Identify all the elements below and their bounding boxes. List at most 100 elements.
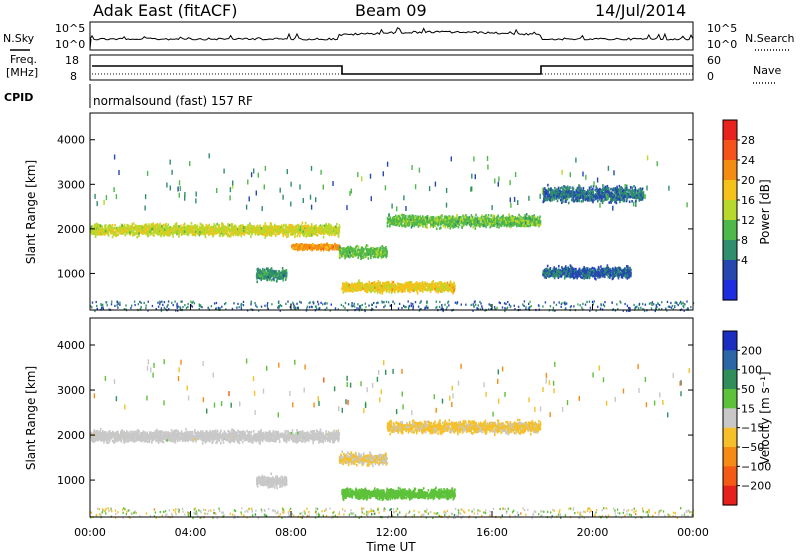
scatter-point bbox=[435, 290, 438, 293]
scatter-point bbox=[94, 224, 97, 228]
scatter-point bbox=[326, 246, 329, 249]
scatter-point bbox=[264, 227, 266, 230]
scatter-point bbox=[366, 252, 369, 255]
scatter-point bbox=[294, 228, 297, 231]
scatter-point bbox=[222, 223, 224, 226]
scatter-point bbox=[287, 233, 290, 236]
scatter-point bbox=[374, 255, 377, 259]
scatter-point bbox=[211, 229, 214, 233]
scatter-point bbox=[287, 234, 289, 238]
scatter-point bbox=[416, 284, 419, 288]
scatter-point bbox=[333, 247, 336, 251]
scatter-point bbox=[269, 222, 272, 225]
scatter-point bbox=[163, 234, 165, 238]
scatter-point bbox=[364, 282, 367, 286]
scatter-point bbox=[383, 282, 385, 285]
scatter-point bbox=[262, 225, 265, 228]
scatter-point bbox=[301, 245, 303, 248]
scatter-point bbox=[270, 234, 273, 237]
scatter-point bbox=[377, 280, 380, 283]
scatter-point bbox=[256, 231, 259, 235]
scatter-point bbox=[174, 224, 177, 227]
scatter-point bbox=[175, 225, 178, 228]
scatter-point bbox=[289, 228, 291, 232]
scatter-point bbox=[273, 278, 275, 282]
scatter-point bbox=[390, 283, 392, 286]
scatter-point bbox=[407, 289, 410, 293]
scatter-point bbox=[413, 284, 415, 287]
scatter-point bbox=[282, 234, 285, 238]
scatter-point bbox=[425, 284, 427, 287]
scatter-point bbox=[470, 214, 473, 217]
scatter-point bbox=[392, 283, 394, 287]
scatter-point bbox=[359, 252, 361, 256]
scatter-point bbox=[163, 232, 165, 235]
scatter-point bbox=[248, 230, 251, 233]
scatter-point bbox=[411, 283, 413, 287]
scatter-point bbox=[451, 215, 454, 218]
scatter-point bbox=[365, 252, 368, 256]
scatter-point bbox=[391, 288, 394, 291]
scatter-point bbox=[461, 218, 463, 221]
scatter-point bbox=[368, 251, 370, 254]
scatter-point bbox=[420, 286, 423, 289]
scatter-point bbox=[324, 246, 327, 249]
scatter-point bbox=[410, 281, 413, 284]
scatter-point bbox=[126, 226, 128, 230]
scatter-point bbox=[254, 226, 257, 230]
scatter-point bbox=[521, 221, 523, 224]
scatter-point bbox=[533, 214, 536, 217]
scatter-point bbox=[361, 282, 364, 285]
scatter-point bbox=[308, 232, 310, 235]
scatter-point bbox=[271, 229, 273, 233]
scatter-point bbox=[360, 254, 362, 257]
scatter-point bbox=[115, 229, 117, 232]
scatter-point bbox=[264, 230, 266, 233]
scatter-point bbox=[165, 229, 167, 233]
scatter-point bbox=[152, 233, 154, 237]
scatter-point bbox=[523, 216, 525, 219]
scatter-point bbox=[232, 225, 234, 228]
scatter-point bbox=[276, 274, 278, 278]
freq-label-line1: Freq. bbox=[10, 53, 37, 66]
scatter-point bbox=[305, 231, 307, 235]
scatter-point bbox=[307, 225, 310, 229]
scatter-point bbox=[382, 249, 384, 253]
scatter-point bbox=[425, 282, 428, 286]
scatter-point bbox=[450, 284, 453, 288]
scatter-point bbox=[309, 234, 312, 237]
scatter-point bbox=[218, 230, 220, 233]
scatter-point bbox=[177, 232, 180, 235]
scatter-point bbox=[300, 243, 302, 246]
nave-label: Nave bbox=[753, 64, 781, 77]
frequency-panel bbox=[89, 54, 694, 81]
scatter-point bbox=[256, 269, 259, 273]
scatter-point bbox=[138, 234, 140, 238]
scatter-point bbox=[223, 233, 225, 237]
scatter-point bbox=[329, 227, 332, 231]
scatter-point bbox=[307, 244, 309, 248]
scatter-point bbox=[342, 284, 344, 287]
scatter-point bbox=[306, 224, 308, 228]
scatter-point bbox=[250, 230, 252, 234]
scatter-point bbox=[364, 255, 367, 259]
scatter-point bbox=[183, 230, 186, 233]
scatter-point bbox=[161, 231, 163, 235]
scatter-point bbox=[259, 270, 261, 273]
scatter-point bbox=[300, 231, 302, 235]
scatter-point bbox=[344, 255, 347, 258]
scatter-point bbox=[366, 282, 368, 286]
scatter-point bbox=[115, 231, 118, 234]
scatter-point bbox=[328, 229, 330, 233]
scatter-point bbox=[270, 267, 273, 270]
scatter-point bbox=[200, 232, 202, 235]
scatter-point bbox=[145, 223, 147, 227]
scatter-point bbox=[194, 223, 196, 227]
scatter-point bbox=[116, 234, 118, 237]
scatter-point bbox=[266, 232, 269, 236]
scatter-point bbox=[416, 290, 418, 293]
scatter-point bbox=[99, 229, 102, 232]
scatter-point bbox=[424, 216, 427, 219]
scatter-point bbox=[250, 227, 252, 231]
scatter-point bbox=[344, 251, 346, 255]
